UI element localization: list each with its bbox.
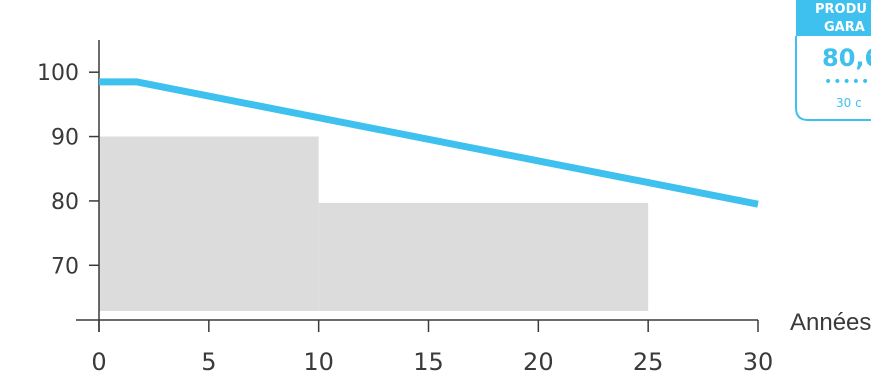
x-axis-label: Années bbox=[790, 309, 871, 336]
step-area-rect-1 bbox=[318, 202, 649, 311]
x-tick-label-5: 5 bbox=[201, 348, 216, 376]
y-tick-label-70: 70 bbox=[51, 254, 79, 279]
step-area-layer bbox=[99, 136, 649, 311]
y-tick-label-100: 100 bbox=[37, 61, 79, 86]
badge-sub: 30 c bbox=[836, 96, 862, 110]
step-area-rect-0 bbox=[99, 136, 319, 311]
series-layer bbox=[99, 78, 759, 208]
ticks: 70 80 90 100 0 5 10 15 20 25 30 bbox=[37, 61, 773, 376]
badge-frame bbox=[795, 36, 871, 121]
warranty-badge: PRODU GARA 80,6 •••••• 30 c bbox=[795, 0, 871, 121]
x-tick-label-25: 25 bbox=[633, 348, 664, 376]
badge-header-line2: GARA bbox=[824, 20, 865, 35]
badge-header-bg bbox=[796, 0, 871, 36]
x-tick-label-0: 0 bbox=[91, 348, 106, 376]
series-line-0 bbox=[99, 78, 759, 208]
badge-dots: •••••• bbox=[824, 74, 871, 90]
y-tick-label-80: 80 bbox=[51, 190, 79, 215]
y-tick-label-90: 90 bbox=[51, 126, 79, 151]
badge-header-line1: PRODU bbox=[815, 2, 867, 17]
x-tick-label-15: 15 bbox=[413, 348, 444, 376]
x-tick-label-10: 10 bbox=[303, 348, 334, 376]
badge-value: 80,6 bbox=[822, 44, 871, 72]
x-tick-label-30: 30 bbox=[743, 348, 774, 376]
axes bbox=[76, 40, 758, 332]
x-tick-label-20: 20 bbox=[523, 348, 554, 376]
